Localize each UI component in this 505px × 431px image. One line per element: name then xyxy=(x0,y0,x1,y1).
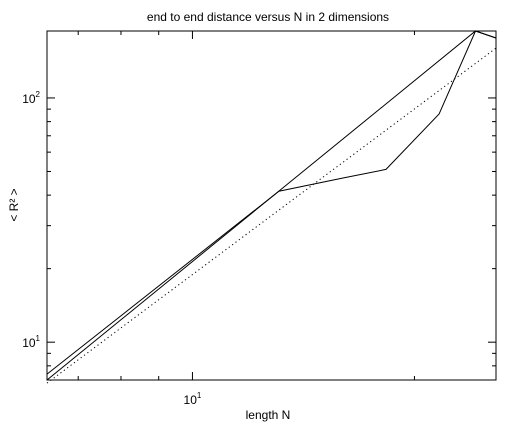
y-tick-label-base: 10 xyxy=(22,92,36,106)
x-tick-label-base: 10 xyxy=(184,393,198,407)
x-tick-label: 101 xyxy=(184,391,202,407)
series-line-fit xyxy=(46,30,497,381)
axis-ticks xyxy=(47,31,496,381)
y-tick-label-exponent: 2 xyxy=(36,90,41,99)
y-tick-label-exponent: 1 xyxy=(36,334,41,343)
chart-title: end to end distance versus N in 2 dimens… xyxy=(147,10,389,24)
y-tick-label-base: 10 xyxy=(22,336,36,350)
y-tick-label: 101 xyxy=(22,334,40,350)
x-tick-label-exponent: 1 xyxy=(197,391,202,400)
data-series xyxy=(46,30,497,384)
series-line-reference xyxy=(46,47,497,384)
y-tick-label: 102 xyxy=(22,90,40,106)
plot-area xyxy=(46,30,497,381)
y-axis-label: < R² > xyxy=(7,188,21,221)
x-axis-label: length N xyxy=(246,408,291,422)
